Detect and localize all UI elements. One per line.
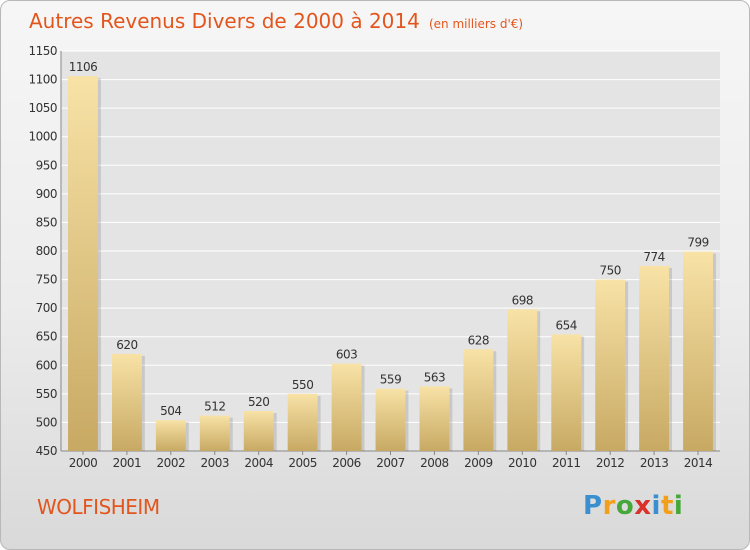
bar bbox=[287, 393, 318, 451]
data-label: 774 bbox=[643, 250, 664, 264]
chart-title: Autres Revenus Divers de 2000 à 2014 (en… bbox=[29, 9, 523, 33]
x-tick-label: 2008 bbox=[420, 456, 449, 470]
data-label: 799 bbox=[687, 236, 708, 250]
y-tick-label: 800 bbox=[36, 244, 57, 258]
x-tick-label: 2001 bbox=[113, 456, 142, 470]
data-label: 559 bbox=[380, 373, 401, 387]
data-label: 504 bbox=[160, 404, 181, 418]
y-tick-label: 600 bbox=[36, 358, 57, 372]
y-tick-label: 850 bbox=[36, 215, 57, 229]
x-tick-label: 2012 bbox=[596, 456, 625, 470]
data-label: 550 bbox=[292, 378, 313, 392]
y-tick-label: 450 bbox=[36, 444, 57, 458]
x-tick-label: 2006 bbox=[332, 456, 361, 470]
x-tick-label: 2000 bbox=[69, 456, 98, 470]
x-tick-label: 2009 bbox=[464, 456, 493, 470]
x-tick-label: 2014 bbox=[684, 456, 713, 470]
bar bbox=[243, 411, 274, 451]
data-label: 520 bbox=[248, 395, 269, 409]
y-tick-label: 550 bbox=[36, 387, 57, 401]
x-tick-label: 2007 bbox=[376, 456, 405, 470]
y-tick-label: 650 bbox=[36, 330, 57, 344]
data-label: 620 bbox=[116, 338, 137, 352]
bar bbox=[507, 309, 538, 451]
bar bbox=[463, 349, 494, 451]
bar bbox=[375, 388, 406, 451]
bar bbox=[68, 76, 98, 452]
bar bbox=[595, 279, 626, 451]
bar bbox=[551, 334, 582, 451]
bar bbox=[199, 415, 230, 451]
x-tick-label: 2011 bbox=[552, 456, 581, 470]
chart-title-text: Autres Revenus Divers de 2000 à 2014 bbox=[29, 9, 420, 33]
bar bbox=[419, 386, 450, 451]
y-tick-label: 1050 bbox=[28, 101, 57, 115]
y-tick-label: 950 bbox=[36, 158, 57, 172]
y-tick-label: 1000 bbox=[28, 130, 57, 144]
data-label: 512 bbox=[204, 400, 225, 414]
data-label: 1106 bbox=[69, 60, 98, 74]
data-label: 654 bbox=[556, 318, 577, 332]
data-label: 698 bbox=[512, 293, 533, 307]
y-tick-label: 750 bbox=[36, 273, 57, 287]
bar bbox=[111, 353, 142, 451]
bar bbox=[331, 363, 362, 451]
x-tick-label: 2002 bbox=[157, 456, 186, 470]
data-label: 750 bbox=[599, 264, 620, 278]
bar bbox=[639, 265, 670, 451]
y-tick-label: 1100 bbox=[28, 73, 57, 87]
location-label: WOLFISHEIM bbox=[37, 495, 160, 519]
x-tick-label: 2005 bbox=[288, 456, 317, 470]
x-tick-label: 2003 bbox=[200, 456, 229, 470]
y-tick-label: 1150 bbox=[28, 44, 57, 58]
y-tick-label: 500 bbox=[36, 415, 57, 429]
bar bbox=[683, 251, 713, 451]
data-label: 563 bbox=[424, 370, 445, 384]
y-tick-label: 700 bbox=[36, 301, 57, 315]
proxiti-logo: Proxiti bbox=[583, 491, 684, 521]
x-tick-label: 2013 bbox=[640, 456, 669, 470]
x-tick-label: 2004 bbox=[244, 456, 273, 470]
x-tick-label: 2010 bbox=[508, 456, 537, 470]
data-label: 628 bbox=[468, 333, 489, 347]
chart-unit: (en milliers d'€) bbox=[428, 17, 524, 31]
data-label: 603 bbox=[336, 348, 357, 362]
y-tick-label: 900 bbox=[36, 187, 57, 201]
bar bbox=[155, 420, 186, 451]
